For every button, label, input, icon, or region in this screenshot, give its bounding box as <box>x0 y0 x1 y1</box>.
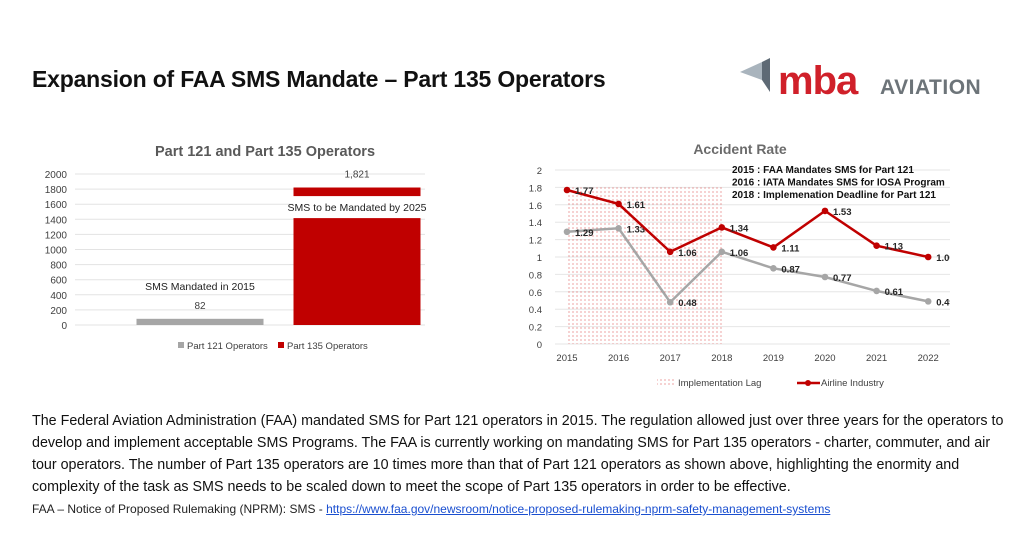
gray-series-data-label: 1.06 <box>730 248 749 259</box>
logo-word: AVIATION <box>880 76 981 99</box>
x-tick-label: 2022 <box>918 353 939 364</box>
bar-part-121-operators <box>136 318 264 325</box>
gray-series-data-label: 0.48 <box>678 298 697 309</box>
logo-mark: mba <box>778 59 859 102</box>
gray-series-point <box>770 265 777 272</box>
y-tick-label: 1400 <box>45 215 68 226</box>
footnote: FAA – Notice of Proposed Rulemaking (NPR… <box>32 502 830 516</box>
gray-series-line <box>566 226 929 305</box>
gray-series-data-label: 0.77 <box>833 273 852 284</box>
bar-chart: Part 121 and Part 135 Operators 0 200 400 60… <box>45 144 427 352</box>
annotation-background <box>293 196 421 219</box>
airline-industry-point <box>770 244 777 251</box>
airline-industry-point <box>821 207 829 215</box>
legend-label: Part 121 Operators <box>187 341 268 352</box>
legend-label: Implementation Lag <box>678 378 761 389</box>
airline-industry-data-label: 1.34 <box>730 223 749 234</box>
x-tick-label: 2017 <box>660 353 681 364</box>
gray-series-data-label: 0.61 <box>885 287 904 298</box>
gray-series-point <box>615 224 622 232</box>
y-tick-label: 800 <box>50 261 67 272</box>
x-tick-label: 2019 <box>763 353 784 364</box>
y-tick-label: 0 <box>61 321 67 332</box>
airline-industry-data-label: 1.77 <box>575 186 594 197</box>
legend-swatch-implementation-lag <box>657 379 675 385</box>
airline-industry-point <box>924 253 932 261</box>
slide-title: Expansion of FAA SMS Mandate – Part 135 … <box>32 66 606 92</box>
y-tick-label: 2000 <box>45 170 68 181</box>
y-tick-label: 1600 <box>45 200 68 211</box>
footnote-link[interactable]: https://www.faa.gov/newsroom/notice-prop… <box>326 502 831 516</box>
gray-series-point <box>718 248 726 256</box>
data-label: 82 <box>194 301 206 312</box>
airline-industry-point <box>563 186 571 194</box>
legend-swatch <box>178 342 184 348</box>
annotation-text: 2018 : Implemenation Deadline for Part 1… <box>732 190 936 201</box>
line-chart: Accident Rate 0 0.2 0.4 0.6 0.8 1 1.2 1.4 1.6 1.8 2… <box>529 141 950 389</box>
y-tick-label: 0.6 <box>529 288 542 299</box>
logo-wing-dark-icon <box>762 58 770 92</box>
annotation-label: SMS to be Mandated by 2025 <box>288 202 427 214</box>
y-tick-label: 1200 <box>45 230 68 241</box>
y-tick-label: 1.6 <box>529 201 542 212</box>
airline-industry-data-label: 1.06 <box>678 248 697 259</box>
legend-label: Airline Industry <box>821 378 884 389</box>
y-tick-label: 1.8 <box>529 183 542 194</box>
gray-series-point <box>821 273 829 281</box>
gray-series-data-label: 1.29 <box>575 228 594 239</box>
gray-series-point <box>563 228 571 236</box>
chart-title: Part 121 and Part 135 Operators <box>155 144 375 160</box>
mba-aviation-logo: mba AVIATION <box>740 58 981 102</box>
logo-wing-light-icon <box>740 62 762 80</box>
airline-industry-point <box>873 242 880 249</box>
x-tick-label: 2021 <box>866 353 887 364</box>
gray-series-point <box>666 298 674 306</box>
x-tick-label: 2016 <box>608 353 629 364</box>
airline-industry-data-label: 1.11 <box>781 243 800 254</box>
airline-industry-data-label: 1.00 <box>936 253 950 264</box>
y-tick-label: 1000 <box>45 246 68 257</box>
annotation-text: 2015 : FAA Mandates SMS for Part 121 <box>732 165 914 176</box>
gray-series-point <box>873 287 880 295</box>
x-tick-label: 2020 <box>814 353 835 364</box>
x-tick-label: 2015 <box>556 353 577 364</box>
body-paragraph: The Federal Aviation Administration (FAA… <box>32 413 1004 495</box>
y-tick-label: 1.4 <box>529 218 542 229</box>
gray-series-data-label: 0.49 <box>936 297 950 308</box>
gray-series-point <box>924 298 932 305</box>
y-tick-label: 2 <box>537 166 542 177</box>
y-tick-label: 1 <box>537 253 542 264</box>
airline-industry-point <box>615 200 622 208</box>
legend-swatch <box>278 342 284 348</box>
x-tick-label: 2018 <box>711 353 732 364</box>
airline-industry-point <box>666 248 674 256</box>
data-label: 1,821 <box>344 170 369 181</box>
y-tick-label: 600 <box>50 276 67 287</box>
y-tick-label: 0 <box>537 340 542 351</box>
annotation-label: SMS Mandated in 2015 <box>145 281 255 293</box>
y-tick-label: 0.4 <box>529 305 542 316</box>
annotation-text: 2016 : IATA Mandates SMS for IOSA Progra… <box>732 178 945 189</box>
airline-industry-point <box>718 224 726 231</box>
y-tick-label: 1800 <box>45 185 68 196</box>
y-tick-label: 1.2 <box>529 236 542 247</box>
y-tick-label: 0.8 <box>529 270 542 281</box>
airline-industry-data-label: 1.53 <box>833 207 852 218</box>
gray-series-data-label: 1.33 <box>627 224 646 235</box>
y-tick-label: 400 <box>50 291 67 302</box>
y-tick-label: 200 <box>50 306 67 317</box>
chart-title: Accident Rate <box>693 141 787 157</box>
airline-industry-line <box>566 188 929 259</box>
legend-marker <box>805 380 811 386</box>
gray-series-data-label: 0.87 <box>781 264 800 275</box>
airline-industry-data-label: 1.61 <box>627 200 646 211</box>
footnote-label: FAA – Notice of Proposed Rulemaking (NPR… <box>32 502 327 516</box>
airline-industry-data-label: 1.13 <box>885 242 904 253</box>
legend-label: Part 135 Operators <box>287 341 368 352</box>
y-tick-label: 0.2 <box>529 323 542 334</box>
